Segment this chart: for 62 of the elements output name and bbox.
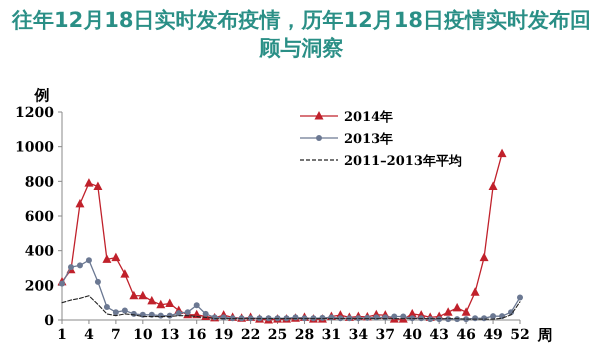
point xyxy=(462,307,471,316)
point xyxy=(490,313,496,320)
point xyxy=(112,309,119,316)
legend-label: 2013年 xyxy=(344,132,394,147)
legend-label: 2014年 xyxy=(344,110,394,125)
x-tick-label: 49 xyxy=(483,327,503,343)
x-tick-label: 16 xyxy=(186,327,206,343)
y-tick-label: 1200 xyxy=(15,105,54,121)
point xyxy=(84,178,94,187)
x-tick-label: 46 xyxy=(456,327,476,343)
x-tick-label: 10 xyxy=(133,327,153,343)
point xyxy=(120,269,130,278)
x-tick-label: 37 xyxy=(376,327,396,343)
point xyxy=(202,310,209,317)
point xyxy=(102,254,112,263)
point xyxy=(76,262,83,268)
y-tick-label: 400 xyxy=(24,244,54,260)
point xyxy=(122,307,128,314)
x-tick-label: 31 xyxy=(322,327,342,343)
x-tick-label: 22 xyxy=(240,327,260,343)
point xyxy=(452,302,462,312)
x-tick-label: 43 xyxy=(429,327,449,343)
point xyxy=(488,182,498,190)
point xyxy=(129,290,138,300)
point xyxy=(68,264,74,270)
point xyxy=(104,304,110,310)
x-tick-label: 25 xyxy=(268,327,288,343)
x-axis-title: 周 xyxy=(536,326,552,344)
y-tick-label: 200 xyxy=(24,278,54,294)
point xyxy=(517,294,523,300)
y-tick-label: 800 xyxy=(24,174,54,190)
point xyxy=(498,148,507,158)
x-tick-label: 52 xyxy=(510,327,530,343)
x-tick-label: 1 xyxy=(57,327,67,343)
y-tick-label: 600 xyxy=(24,209,54,225)
point xyxy=(156,300,166,308)
point xyxy=(75,198,84,208)
legend-label: 2011–2013年平均 xyxy=(344,154,462,169)
y-tick-label: 0 xyxy=(44,313,54,329)
point xyxy=(184,309,191,316)
x-tick-label: 34 xyxy=(348,327,368,343)
point xyxy=(480,252,489,262)
x-tick-label: 40 xyxy=(402,327,422,343)
point xyxy=(444,307,453,316)
point xyxy=(147,296,156,304)
point xyxy=(93,182,102,190)
point xyxy=(470,287,480,296)
x-tick-label: 13 xyxy=(160,327,180,343)
y-axis-title: 例 xyxy=(34,86,50,104)
point xyxy=(165,298,174,308)
x-tick-label: 4 xyxy=(84,327,94,343)
chart-title: 往年12月18日实时发布疫情，历年12月18日疫情实时发布回顾与洞察 xyxy=(10,7,592,62)
x-tick-label: 19 xyxy=(214,327,234,343)
point xyxy=(138,290,148,300)
point xyxy=(94,278,101,285)
y-tick-label: 1000 xyxy=(15,140,54,156)
x-tick-label: 28 xyxy=(294,327,314,343)
point xyxy=(86,257,92,264)
point xyxy=(111,252,120,262)
point xyxy=(194,302,200,308)
x-tick-label: 7 xyxy=(111,327,121,343)
point xyxy=(59,280,65,287)
